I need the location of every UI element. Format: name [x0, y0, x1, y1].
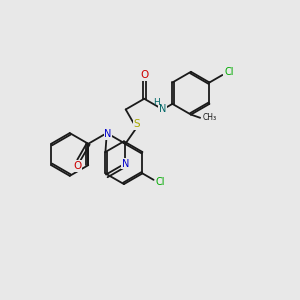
Text: Cl: Cl — [224, 67, 234, 77]
Text: H: H — [153, 98, 160, 107]
Text: S: S — [134, 119, 140, 129]
Text: O: O — [141, 70, 149, 80]
Text: N: N — [122, 159, 130, 169]
Text: Cl: Cl — [155, 177, 165, 187]
Text: N: N — [104, 129, 112, 139]
Text: N: N — [159, 104, 166, 114]
Text: CH₃: CH₃ — [203, 113, 217, 122]
Text: O: O — [73, 161, 81, 171]
